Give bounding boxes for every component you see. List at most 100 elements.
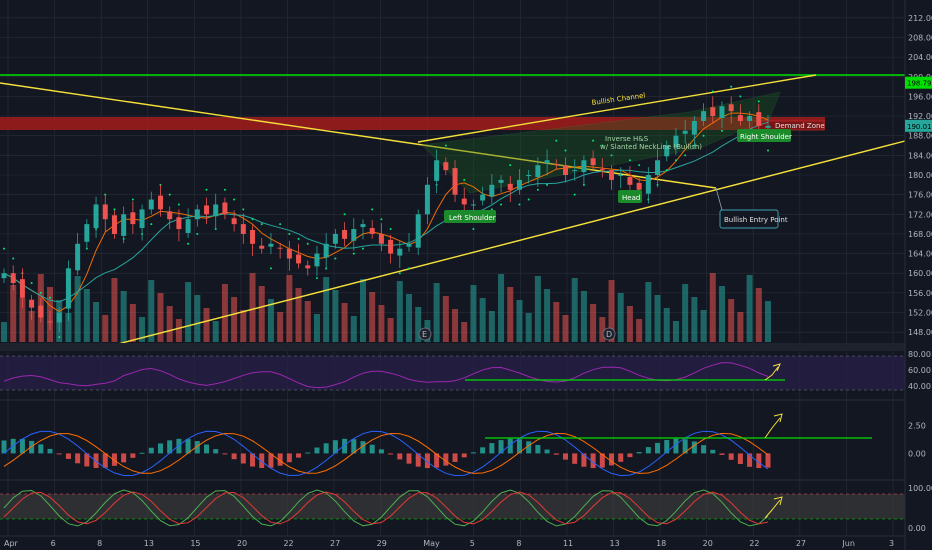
rsi-tick-label: 80.00 — [908, 350, 931, 359]
candle-body — [139, 209, 145, 229]
macd-histogram-bar — [378, 449, 384, 454]
volume-bar — [212, 321, 219, 342]
volume-bar — [682, 284, 689, 342]
price-tick-label: 176.00 — [908, 191, 932, 200]
sar-dot — [3, 247, 5, 250]
volume-bar — [19, 298, 26, 342]
candle-body — [222, 202, 228, 215]
macd-histogram-bar — [452, 453, 458, 462]
volume-bar — [718, 286, 725, 342]
volume-bar — [442, 296, 449, 342]
price-tick-label: 208.00 — [908, 33, 932, 42]
candle-body — [609, 170, 615, 180]
candle-body — [673, 135, 679, 148]
price-tag-box — [905, 119, 932, 132]
macd-histogram-bar — [572, 453, 578, 464]
sar-dot — [730, 85, 733, 88]
sar-dot — [187, 242, 190, 245]
macd-histogram-bar — [314, 447, 320, 454]
candle-body — [332, 233, 338, 244]
price-axis-labels: 212.00208.00204.00200.00196.00192.00188.… — [908, 14, 932, 533]
panel-separator — [0, 343, 905, 351]
macd-histogram-bar — [75, 453, 81, 464]
sar-dot — [306, 242, 309, 245]
pattern-title-label: Inverse H&S — [605, 135, 649, 143]
macd-histogram-bar — [406, 453, 412, 464]
volume-bar — [295, 288, 302, 342]
volume-bar — [28, 311, 35, 342]
volume-bar — [415, 307, 422, 342]
macd-histogram-bar — [176, 438, 182, 454]
macd-histogram-bar — [305, 452, 311, 454]
macd-histogram-bar — [516, 439, 522, 454]
volume-bar — [396, 281, 403, 342]
time-tick-label: 20 — [703, 539, 713, 548]
candle-body — [562, 165, 568, 175]
macd-histogram-bar — [590, 453, 596, 469]
candle-body — [756, 112, 762, 126]
earnings-marker[interactable] — [418, 327, 432, 341]
volume-bar — [516, 300, 523, 342]
volume-bar — [1, 322, 7, 342]
volume-bar — [498, 274, 505, 342]
sar-dot — [352, 252, 355, 255]
price-tick-label: 192.00 — [908, 112, 932, 121]
price-tick-label: 172.00 — [908, 210, 932, 219]
dividend-marker[interactable] — [602, 327, 616, 341]
sar-dot — [150, 223, 153, 226]
macd-histogram-bar — [194, 441, 200, 454]
sar-dot — [610, 154, 613, 157]
volume-bar — [359, 279, 366, 342]
macd-histogram-bar — [719, 453, 725, 455]
volume-bar — [433, 283, 440, 342]
macd-histogram-bar — [369, 444, 375, 454]
macd-histogram-bar — [553, 453, 559, 455]
macd-histogram-bar — [737, 453, 743, 465]
time-tick-label: May — [423, 539, 440, 548]
volume-bar — [737, 312, 744, 342]
volume-bar — [111, 278, 118, 342]
macd-histogram-bar — [498, 440, 504, 454]
volume-bar — [700, 310, 707, 342]
candle-body — [581, 160, 587, 173]
volume-bar — [488, 311, 495, 342]
macd-histogram-bar — [443, 453, 449, 466]
dividend-marker-label: D — [606, 330, 612, 339]
sar-dot — [665, 169, 668, 172]
stoch-tick-label: 0.00 — [908, 524, 926, 533]
descending-trendline — [0, 82, 717, 189]
macd-histogram-bar — [728, 453, 734, 460]
macd-histogram-bar — [461, 453, 467, 458]
volume-bar — [507, 287, 514, 342]
sar-dot — [113, 208, 116, 211]
candle-body — [572, 170, 578, 172]
time-tick-label: 22 — [283, 539, 293, 548]
macd-histogram-bar — [655, 442, 661, 454]
price-axis[interactable] — [905, 0, 932, 550]
sar-dot — [131, 198, 134, 201]
macd-histogram-bar — [286, 453, 292, 463]
macd-histogram-bar — [682, 439, 688, 454]
volume-bar — [755, 288, 762, 342]
candle-body — [645, 175, 651, 194]
macd-histogram-bar — [627, 453, 633, 458]
sar-dot — [638, 164, 641, 167]
candle-body — [480, 194, 486, 201]
sar-dot — [389, 228, 392, 231]
sar-dot — [30, 282, 33, 285]
macd-histogram-bar — [111, 453, 117, 466]
time-axis-labels[interactable]: Apr 6 8 13 15 20 22 27 29 May 5 8 11 13 18 20 22 27 Jun 3 — [4, 539, 894, 548]
volume-bar — [599, 317, 606, 342]
price-tick-label: 180.00 — [908, 171, 932, 180]
candle-body — [38, 305, 44, 318]
macd-histogram-bar — [691, 441, 697, 454]
sar-dot — [518, 203, 521, 206]
volume-bar — [332, 290, 339, 342]
macd-histogram-bar — [480, 447, 486, 454]
entry-callout-box — [719, 209, 779, 229]
macd-histogram-bar — [250, 453, 256, 467]
candle-body — [728, 104, 734, 112]
